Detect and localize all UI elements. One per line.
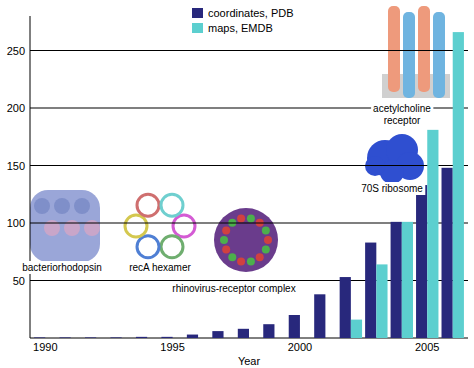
bar [442,168,453,338]
y-tick-label: 150 [7,160,25,172]
bar [402,222,413,338]
x-tick-label: 1995 [160,341,184,353]
molecule-image [237,215,245,223]
annotation-bg [371,102,433,127]
y-tick-label: 200 [7,102,25,114]
grid-line [30,165,468,166]
bar [110,337,121,338]
x-axis-label: Year [238,355,261,367]
annotation-bg [170,282,297,295]
bar [453,32,464,338]
annotation: acetylcholinereceptor [373,103,431,126]
bar [263,324,274,338]
legend-swatch [192,23,203,33]
molecule-image [247,215,255,223]
y-tick-label: 250 [7,45,25,57]
y-axis-line [30,16,31,338]
bar [34,337,45,338]
molecule-image [220,236,228,244]
molecule-image [222,226,230,234]
bar [376,264,387,338]
bar [427,130,438,338]
molecule-image [74,198,90,214]
molecule-image [262,246,270,254]
annotation-bg [359,182,425,195]
bar [212,331,223,338]
annotation-bg [20,261,104,274]
decorations [30,6,450,272]
legend-label: coordinates, PDB [208,7,294,19]
annotation-line: 70S ribosome [361,183,423,194]
bar [391,222,402,338]
bar [85,337,96,338]
bar [60,337,71,338]
bar [365,243,376,338]
bar [340,277,351,338]
annotation-line: receptor [384,115,421,126]
molecule-image [137,236,159,258]
annotation-line: recA hexamer [129,262,191,273]
molecule-image [433,12,445,98]
x-tick-label: 2000 [288,341,312,353]
y-tick-label: 50 [13,275,25,287]
bar [161,337,172,338]
molecule-image [161,194,183,216]
bar [187,335,198,338]
annotation-bg [127,261,193,274]
bar [416,185,427,338]
molecule-image [54,198,70,214]
molecule-image [34,198,50,214]
annotation-line: bacteriorhodopsin [22,262,102,273]
molecule-image [418,6,430,92]
molecule-image [125,215,147,237]
molecule-image [30,190,100,262]
molecule-image [237,257,245,265]
molecule-image [173,215,195,237]
x-tick-label: 2005 [415,341,439,353]
bar [289,315,300,338]
chart: 50 100 150 200 250 1990 1995 2000 2005 Year bacter… [0,0,474,368]
legend-label: maps, EMDB [208,22,273,34]
annotation-line: rhinovirus-receptor complex [172,283,295,294]
molecule-image [256,253,264,261]
annotation: bacteriorhodopsin [22,262,102,273]
y-tick-label: 100 [7,217,25,229]
bar [136,337,147,338]
molecule-image [388,6,400,92]
molecule-image [403,12,415,98]
annotation-line: acetylcholine [373,103,431,114]
molecule-image [137,194,159,216]
molecule-image [161,236,183,258]
molecule-image [222,246,230,254]
legend-swatch [192,8,203,18]
grid-line [30,50,468,51]
molecule-image [228,253,236,261]
molecule-image [262,226,270,234]
bar [351,320,362,338]
molecule-image [264,236,272,244]
bar [238,329,249,338]
legend: coordinates, PDB maps, EMDB [192,7,294,34]
molecule-image [214,208,278,272]
bars [34,32,464,338]
x-tick-label: 1990 [33,341,57,353]
molecule-image [247,257,255,265]
bar [314,294,325,338]
annotation: 70S ribosome [361,183,423,194]
annotation: recA hexamer [129,262,191,273]
annotation: rhinovirus-receptor complex [172,283,295,294]
